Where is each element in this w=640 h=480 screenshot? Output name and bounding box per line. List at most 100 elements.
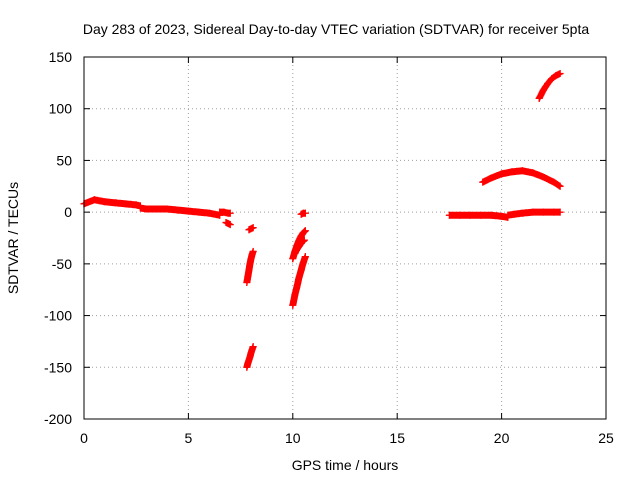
data-point — [550, 178, 558, 186]
data-point — [289, 255, 297, 263]
data-point — [550, 208, 558, 216]
series-arc-15 — [535, 70, 564, 102]
series-arc-11 — [297, 209, 309, 218]
data-point — [243, 278, 251, 286]
data-point — [174, 206, 182, 214]
data-point — [299, 259, 307, 267]
y-tick-label: 50 — [56, 152, 72, 168]
data-point — [293, 283, 301, 291]
axis-ticks: 0 5 10 15 20 25 -200 -150 -100 -50 0 50 100 150 — [44, 49, 614, 446]
data-point — [249, 247, 257, 255]
x-tick-label: 0 — [80, 430, 88, 446]
series-arc-6 — [243, 247, 257, 286]
data-point — [111, 199, 119, 207]
data-point — [504, 211, 512, 219]
data-point — [510, 210, 518, 218]
data-point — [556, 182, 564, 190]
data-point — [291, 250, 299, 258]
y-tick-label: 150 — [49, 49, 73, 65]
data-point — [466, 211, 474, 219]
data-point — [301, 253, 309, 261]
data-point — [247, 255, 255, 263]
data-point — [132, 201, 140, 209]
y-tick-label: 0 — [64, 204, 72, 220]
data-point — [249, 224, 257, 232]
plot-frame — [83, 56, 607, 420]
data-point — [535, 94, 543, 102]
data-point — [226, 209, 234, 217]
data-point — [195, 208, 203, 216]
data-point — [164, 205, 172, 213]
y-tick-label: -100 — [44, 308, 72, 324]
x-tick-label: 10 — [285, 430, 301, 446]
x-axis-label: GPS time / hours — [292, 457, 399, 473]
chart-title: Day 283 of 2023, Sidereal Day-to-day VTE… — [83, 21, 590, 37]
data-point — [508, 168, 516, 176]
data-point — [556, 208, 564, 216]
data-point — [498, 212, 506, 220]
data-point — [220, 208, 228, 216]
data-point — [122, 200, 130, 208]
data-point — [529, 208, 537, 216]
data-point — [226, 221, 234, 229]
data-point — [289, 301, 297, 309]
data-point — [544, 80, 552, 88]
series-arc-13 — [504, 208, 564, 219]
data-point — [479, 178, 487, 186]
y-tick-label: -150 — [44, 359, 72, 375]
data-point — [539, 208, 547, 216]
y-tick-label: 100 — [49, 101, 73, 117]
data-point — [529, 169, 537, 177]
data-point — [243, 363, 251, 371]
data-point — [136, 204, 144, 212]
series-arc-5 — [245, 224, 257, 234]
data-point — [248, 251, 256, 259]
data-point — [539, 173, 547, 181]
data-point — [477, 211, 485, 219]
data-point — [246, 260, 254, 268]
data-point — [556, 70, 564, 78]
data-point — [301, 209, 309, 217]
data-point — [518, 167, 526, 175]
data-point — [245, 356, 253, 364]
data-point — [498, 170, 506, 178]
series-arc-1 — [80, 196, 144, 210]
data-point — [245, 226, 253, 234]
data-point — [300, 236, 308, 244]
data-point — [295, 273, 303, 281]
data-point — [548, 75, 556, 83]
series-arc-4 — [222, 218, 234, 229]
data-point — [487, 174, 495, 182]
data-points — [80, 70, 564, 371]
data-point — [101, 198, 109, 206]
y-axis-label: SDTVAR / TECUs — [5, 182, 21, 294]
grid-lines — [84, 57, 606, 419]
data-point — [297, 266, 305, 274]
x-tick-label: 25 — [598, 430, 614, 446]
data-point — [205, 209, 213, 217]
data-point — [518, 209, 526, 217]
data-point — [90, 196, 98, 204]
data-point — [291, 291, 299, 299]
series-arc-9 — [291, 236, 308, 258]
data-point — [143, 205, 151, 213]
series-arc-10 — [289, 253, 309, 309]
data-point — [245, 266, 253, 274]
data-point — [244, 359, 252, 367]
data-point — [247, 349, 255, 357]
series-arc-3 — [216, 208, 234, 217]
data-point — [552, 72, 560, 80]
data-point — [244, 272, 252, 280]
data-point — [539, 86, 547, 94]
data-point — [246, 353, 254, 361]
data-point — [249, 343, 257, 351]
data-point — [445, 211, 453, 219]
data-point — [184, 207, 192, 215]
data-point — [456, 211, 464, 219]
y-tick-label: -50 — [52, 256, 72, 272]
data-point — [153, 205, 161, 213]
data-point — [248, 346, 256, 354]
series-arc-2 — [136, 204, 224, 219]
